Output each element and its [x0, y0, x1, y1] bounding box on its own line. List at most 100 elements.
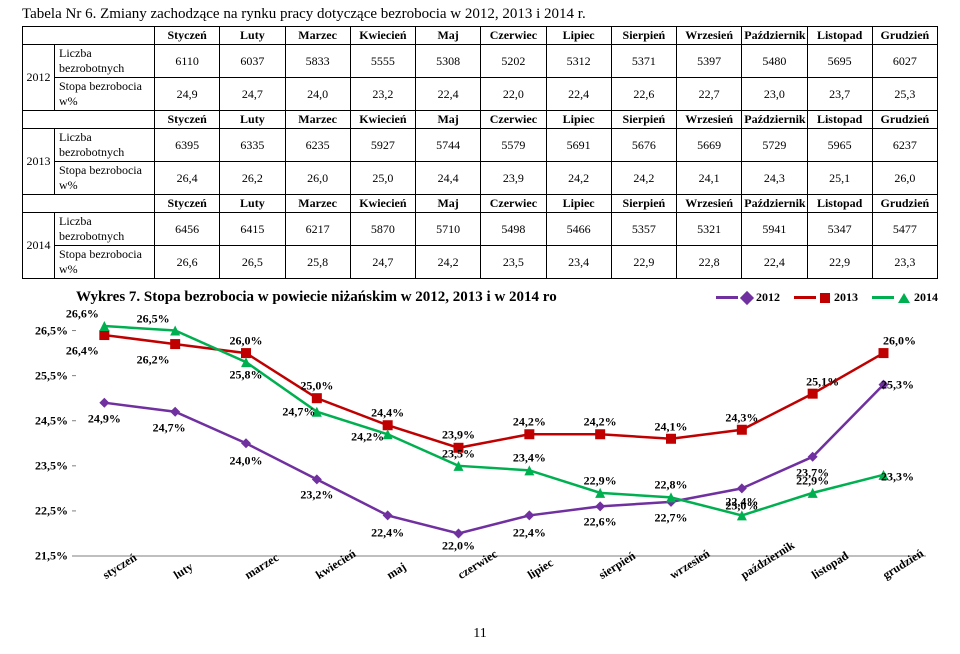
- month-header: Luty: [220, 27, 285, 45]
- table-cell: 5480: [742, 45, 807, 78]
- data-point-label: 26,5%: [137, 311, 170, 326]
- table-cell: 25,0: [350, 162, 415, 195]
- data-point-label: 24,2%: [513, 415, 546, 430]
- table-cell: 26,0: [872, 162, 937, 195]
- data-point-label: 22,4%: [725, 495, 758, 510]
- month-header: Wrzesień: [677, 27, 742, 45]
- table-cell: 6217: [285, 213, 350, 246]
- data-point-label: 24,7%: [282, 404, 315, 419]
- table-cell: 23,9: [481, 162, 546, 195]
- table-cell: 6456: [155, 213, 220, 246]
- data-point-label: 22,4%: [513, 526, 546, 541]
- data-point-label: 23,5%: [442, 446, 475, 461]
- data-point-label: 24,9%: [88, 411, 121, 426]
- month-header: Kwiecień: [350, 195, 415, 213]
- data-point-label: 26,2%: [137, 353, 170, 368]
- table-cell: 22,0: [481, 78, 546, 111]
- table-cell: 5744: [416, 129, 481, 162]
- table-cell: 24,2: [611, 162, 676, 195]
- table-cell: 5695: [807, 45, 872, 78]
- table-cell: 24,9: [155, 78, 220, 111]
- month-header: Grudzień: [872, 27, 937, 45]
- row-label: Stopa bezrobocia w%: [55, 78, 155, 111]
- data-point-label: 24,2%: [584, 415, 617, 430]
- table-cell: 5312: [546, 45, 611, 78]
- row-label: Stopa bezrobocia w%: [55, 246, 155, 279]
- data-point-label: 26,0%: [230, 334, 263, 349]
- table-cell: 6395: [155, 129, 220, 162]
- table-title: Tabela Nr 6. Zmiany zachodzące na rynku …: [22, 6, 938, 23]
- month-header: Maj: [416, 111, 481, 129]
- table-cell: 26,0: [285, 162, 350, 195]
- table-cell: 25,3: [872, 78, 937, 111]
- data-point-label: 25,3%: [881, 377, 914, 392]
- table-cell: 24,2: [546, 162, 611, 195]
- data-point-label: 23,9%: [442, 427, 475, 442]
- month-header: Lipiec: [546, 27, 611, 45]
- month-header: Listopad: [807, 27, 872, 45]
- table-cell: 5321: [677, 213, 742, 246]
- data-point-label: 26,6%: [66, 307, 99, 322]
- year-cell: 2012: [23, 45, 55, 111]
- table-cell: 23,7: [807, 78, 872, 111]
- data-point-label: 24,1%: [655, 419, 688, 434]
- month-header: Październik: [742, 195, 807, 213]
- data-point-label: 23,3%: [881, 469, 914, 484]
- table-cell: 6110: [155, 45, 220, 78]
- month-header: Czerwiec: [481, 195, 546, 213]
- table-cell: 5669: [677, 129, 742, 162]
- table-cell: 22,4: [416, 78, 481, 111]
- table-cell: 5710: [416, 213, 481, 246]
- month-header: Maj: [416, 27, 481, 45]
- data-point-label: 24,3%: [725, 410, 758, 425]
- unemployment-table: StyczeńLutyMarzecKwiecieńMajCzerwiecLipi…: [22, 26, 938, 279]
- table-cell: 22,4: [546, 78, 611, 111]
- month-header: Grudzień: [872, 195, 937, 213]
- table-cell: 24,4: [416, 162, 481, 195]
- data-point-label: 22,6%: [584, 515, 617, 530]
- x-axis-label: maj: [384, 559, 409, 582]
- month-header: Kwiecień: [350, 27, 415, 45]
- chart-legend: 2012 2013 2014: [716, 290, 938, 305]
- month-header: Marzec: [285, 111, 350, 129]
- data-point-label: 25,8%: [230, 368, 263, 383]
- table-cell: 5833: [285, 45, 350, 78]
- month-header: Lipiec: [546, 195, 611, 213]
- row-label: Stopa bezrobocia w%: [55, 162, 155, 195]
- table-cell: 5870: [350, 213, 415, 246]
- table-cell: 6037: [220, 45, 285, 78]
- data-point-label: 25,1%: [806, 374, 839, 389]
- month-header: Październik: [742, 111, 807, 129]
- month-header: Czerwiec: [481, 111, 546, 129]
- data-point-label: 25,0%: [300, 379, 333, 394]
- table-cell: 26,5: [220, 246, 285, 279]
- month-header: Grudzień: [872, 111, 937, 129]
- table-cell: 6237: [872, 129, 937, 162]
- data-point-label: 22,9%: [584, 473, 617, 488]
- table-cell: 5397: [677, 45, 742, 78]
- table-cell: 5357: [611, 213, 676, 246]
- table-cell: 5927: [350, 129, 415, 162]
- month-header: Marzec: [285, 195, 350, 213]
- year-cell: 2014: [23, 213, 55, 279]
- data-point-label: 22,9%: [796, 473, 829, 488]
- table-cell: 5579: [481, 129, 546, 162]
- month-header: Sierpień: [611, 27, 676, 45]
- table-cell: 23,3: [872, 246, 937, 279]
- table-cell: 26,4: [155, 162, 220, 195]
- table-cell: 22,8: [677, 246, 742, 279]
- data-point-label: 23,2%: [300, 488, 333, 503]
- table-cell: 22,4: [742, 246, 807, 279]
- table-cell: 23,2: [350, 78, 415, 111]
- table-cell: 23,4: [546, 246, 611, 279]
- table-cell: 6027: [872, 45, 937, 78]
- table-cell: 5466: [546, 213, 611, 246]
- table-cell: 5371: [611, 45, 676, 78]
- table-cell: 22,9: [611, 246, 676, 279]
- data-point-label: 26,0%: [883, 334, 916, 349]
- table-cell: 26,6: [155, 246, 220, 279]
- page-number: 11: [22, 626, 938, 642]
- data-point-label: 23,4%: [513, 451, 546, 466]
- table-cell: 24,1: [677, 162, 742, 195]
- unemployment-chart: 21,5%22,5%23,5%24,5%25,5%26,5% styczeńlu…: [22, 308, 938, 618]
